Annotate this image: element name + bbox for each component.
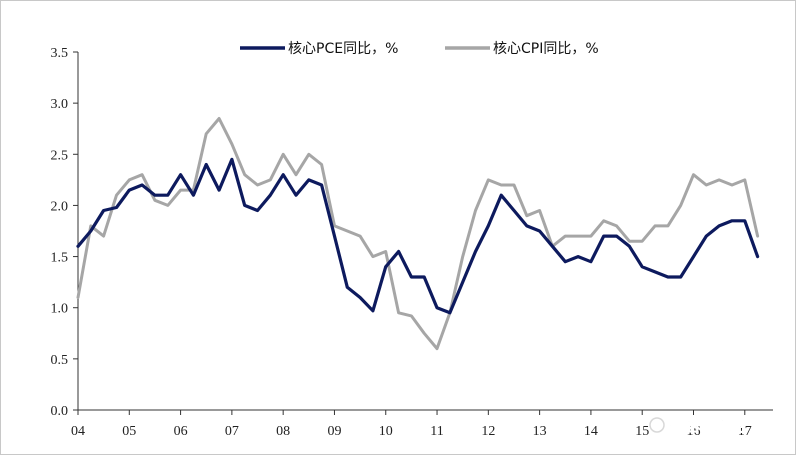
x-tick-label: 11: [430, 424, 443, 439]
legend-label-pce: 核心PCE同比，%: [288, 41, 398, 57]
watermark-logo-icon: [649, 417, 665, 433]
y-tick-label: 1.0: [51, 302, 69, 317]
x-tick-label: 05: [122, 424, 136, 439]
legend: 核心PCE同比，% 核心CPI同比，%: [240, 41, 599, 57]
series-line-cpi: [76, 117, 760, 351]
y-tick-label: 1.5: [51, 251, 69, 266]
x-tick-label: 15: [635, 424, 649, 439]
x-tick-label: 14: [584, 424, 598, 439]
y-tick-label: 0.0: [51, 404, 69, 419]
x-tick-label: 16: [686, 424, 700, 439]
y-tick-label: 2.0: [51, 199, 69, 214]
y-tick-label: 0.5: [51, 353, 69, 368]
watermark-text: 王涵论宏观: [669, 417, 744, 435]
y-tick-label: 3.5: [51, 46, 69, 61]
y-tick-label: 2.5: [51, 148, 69, 163]
x-tick-label: 04: [71, 424, 85, 439]
x-tick-label: 12: [481, 424, 495, 439]
x-tick-label: 06: [174, 424, 188, 439]
x-tick-label: 17: [738, 424, 752, 439]
x-tick-label: 07: [225, 424, 239, 439]
x-tick-label: 13: [533, 424, 547, 439]
series-line-pce: [76, 157, 760, 315]
watermark: 王涵论宏观: [649, 417, 744, 435]
x-tick-label: 08: [276, 424, 290, 439]
x-tick-label: 09: [327, 424, 341, 439]
legend-label-cpi: 核心CPI同比，%: [493, 41, 599, 57]
x-tick-label: 10: [379, 424, 393, 439]
y-tick-label: 3.0: [51, 97, 69, 112]
axes: 0.0 0.5 1.0 1.5 2.0 2.5 3.0 3.5 04 05 06 07 08 09 10 11…: [51, 46, 773, 439]
series-layer: [76, 117, 760, 351]
